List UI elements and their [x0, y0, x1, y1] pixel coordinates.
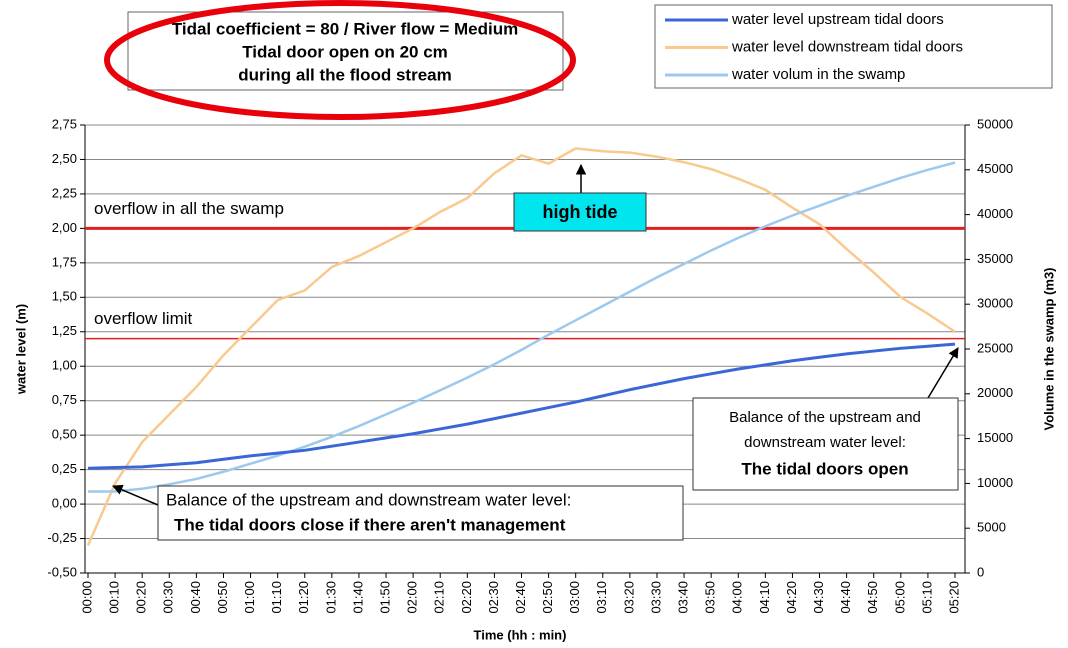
x-tick-label: 03:20: [621, 581, 636, 614]
x-tick-label: 04:30: [811, 581, 826, 614]
annotation-box: [157, 485, 684, 541]
x-tick-label: 02:30: [486, 581, 501, 614]
y-tick-label: 0,25: [52, 461, 77, 476]
y2-tick-label: 10000: [977, 475, 1013, 490]
x-tick-label: 00:30: [161, 581, 176, 614]
title-box: [127, 11, 564, 91]
annotation: The tidal doors open: [741, 459, 908, 478]
x-tick-label: 00:50: [215, 581, 230, 614]
x-tick-label: 05:20: [946, 581, 961, 614]
x-tick-label: 00:20: [134, 581, 149, 614]
x-tick-label: 01:40: [350, 581, 365, 614]
legend-label: water volum in the swamp: [731, 66, 905, 83]
reference-label: overflow in all the swamp: [94, 199, 284, 218]
y-tick-label: 2,75: [52, 116, 77, 131]
y-axis-label: water level (m): [13, 304, 28, 395]
y2-tick-label: 30000: [977, 296, 1013, 311]
y-tick-label: 1,25: [52, 323, 77, 338]
arrow: [927, 347, 959, 399]
x-tick-label: 02:20: [459, 581, 474, 614]
annotation-box: [513, 192, 647, 232]
arrow: [112, 484, 159, 506]
x-tick-label: 01:00: [242, 581, 257, 614]
y2-tick-label: 45000: [977, 161, 1013, 176]
x-tick-label: 03:00: [567, 581, 582, 614]
x-tick-label: 05:00: [892, 581, 907, 614]
series-line: [87, 342, 956, 470]
x-tick-label: 05:10: [919, 581, 934, 614]
x-tick-label: 01:30: [323, 581, 338, 614]
x-tick-label: 03:30: [648, 581, 663, 614]
x-tick-label: 03:10: [594, 581, 609, 614]
x-tick-label: 02:10: [432, 581, 447, 614]
y2-tick-label: 0: [977, 564, 984, 579]
annotation: Balance of the upstream and: [729, 409, 921, 426]
x-tick-label: 00:00: [79, 581, 94, 614]
reference-label: overflow limit: [94, 309, 193, 328]
y2-tick-label: 20000: [977, 385, 1013, 400]
x-tick-label: 01:10: [269, 581, 284, 614]
y2-tick-label: 50000: [977, 116, 1013, 131]
x-tick-label: 02:50: [540, 581, 555, 614]
chart-title: Tidal coefficient = 80 / River flow = Me…: [172, 19, 518, 38]
x-tick-label: 00:40: [188, 581, 203, 614]
legend-label: water level upstream tidal doors: [731, 11, 944, 28]
x-tick-label: 00:10: [107, 581, 122, 614]
x-tick-label: 03:50: [703, 581, 718, 614]
x-tick-label: 02:40: [513, 581, 528, 614]
legend: water level upstream tidal doors water le…: [665, 11, 963, 83]
legend-label: water level downstream tidal doors: [731, 38, 963, 55]
chart-title: during all the flood stream: [238, 65, 451, 84]
series-line: [88, 161, 956, 493]
x-tick-label: 01:50: [377, 581, 392, 614]
y-tick-label: 1,50: [52, 289, 77, 304]
y-tick-label: 2,00: [52, 220, 77, 235]
y-tick-label: 0,50: [52, 427, 77, 442]
y-tick-label: 2,50: [52, 151, 77, 166]
x-tick-label: 04:00: [730, 581, 745, 614]
annotation: The tidal doors close if there aren't ma…: [174, 515, 566, 534]
y-tick-label: 1,00: [52, 358, 77, 373]
y2-tick-label: 35000: [977, 251, 1013, 266]
y2-tick-label: 15000: [977, 430, 1013, 445]
y-tick-label: 1,75: [52, 254, 77, 269]
y2-tick-label: 25000: [977, 340, 1013, 355]
annotation: Balance of the upstream and downstream w…: [166, 490, 571, 509]
x-tick-label: 01:20: [296, 581, 311, 614]
series-line: [86, 147, 956, 546]
y-tick-label: -0,25: [47, 530, 77, 545]
x-tick-label: 04:10: [757, 581, 772, 614]
annotation: downstream water level:: [744, 434, 906, 451]
y2-tick-label: 5000: [977, 520, 1006, 535]
x-axis-label: Time (hh : min): [474, 627, 567, 642]
x-tick-label: 04:40: [838, 581, 853, 614]
x-tick-label: 04:50: [865, 581, 880, 614]
annotation-box: [692, 397, 959, 491]
annotation: high tide: [543, 202, 618, 222]
highlight-ellipse: [104, 0, 576, 120]
x-tick-label: 02:00: [405, 581, 420, 614]
y2-axis-label: Volume in the swamp (m3): [1041, 267, 1056, 430]
x-tick-label: 04:20: [784, 581, 799, 614]
y2-tick-label: 40000: [977, 206, 1013, 221]
y-tick-label: -0,50: [47, 564, 77, 579]
x-tick-label: 03:40: [676, 581, 691, 614]
y-tick-label: 0,00: [52, 496, 77, 511]
chart-title: Tidal door open on 20 cm: [242, 42, 448, 61]
y-tick-label: 0,75: [52, 392, 77, 407]
y-tick-label: 2,25: [52, 185, 77, 200]
